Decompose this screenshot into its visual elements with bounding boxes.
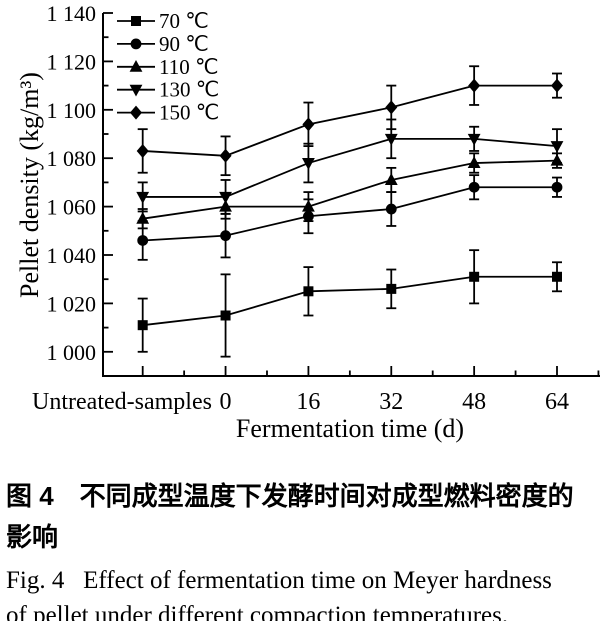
x-axis-ticks: Untreated-samples 0 16 32 48 64 <box>32 366 600 415</box>
y-tick-label: 1 140 <box>47 1 97 26</box>
x-tick-label: 16 <box>296 389 320 415</box>
legend-label: 130 ℃ <box>159 78 219 102</box>
y-tick-label: 1 000 <box>47 340 97 365</box>
x-tick-label: 48 <box>462 389 486 415</box>
y-tick-label: 1 060 <box>47 195 97 220</box>
series-110℃ <box>136 152 564 230</box>
pellet-density-chart: 1 000 1 020 1 040 1 060 1 080 1 100 1 120 1 140… <box>15 1 600 443</box>
series-150℃ <box>136 65 563 177</box>
y-tick-label: 1 080 <box>47 146 97 171</box>
caption-en-line2: of pellet under different compaction tem… <box>6 602 509 621</box>
legend-label: 70 ℃ <box>159 9 209 33</box>
caption-zh-line1: 图 4 不同成型温度下发酵时间对成型燃料密度的 <box>6 481 574 511</box>
x-tick-label: 64 <box>545 389 569 415</box>
series-90℃ <box>137 174 563 261</box>
x-tick-label: Untreated-samples <box>32 389 212 415</box>
caption-english: Fig. 4 Effect of fermentation time on Me… <box>6 563 600 621</box>
series-70℃ <box>137 249 562 358</box>
caption-chinese: 图 4 不同成型温度下发酵时间对成型燃料密度的 影响 <box>6 476 600 558</box>
x-axis-title: Fermentation time (d) <box>236 414 464 443</box>
figure-caption: 图 4 不同成型温度下发酵时间对成型燃料密度的 影响 Fig. 4 Effect… <box>6 476 600 621</box>
y-axis-title: Pellet density (kg/m³) <box>15 72 44 298</box>
y-tick-label: 1 040 <box>47 243 97 268</box>
caption-zh-line2: 影响 <box>6 522 59 552</box>
x-tick-label: 0 <box>220 389 232 415</box>
legend-label: 90 ℃ <box>159 32 209 56</box>
y-tick-label: 1 020 <box>47 291 97 316</box>
series-130℃ <box>136 118 564 215</box>
legend-label: 110 ℃ <box>159 55 219 79</box>
legend-label: 150 ℃ <box>159 101 219 125</box>
caption-en-line1: Fig. 4 Effect of fermentation time on Me… <box>6 567 552 594</box>
x-tick-label: 32 <box>379 389 403 415</box>
y-tick-label: 1 120 <box>47 49 97 74</box>
y-axis-ticks: 1 000 1 020 1 040 1 060 1 080 1 100 1 120 1 140 <box>47 1 113 365</box>
y-tick-label: 1 100 <box>47 98 97 123</box>
